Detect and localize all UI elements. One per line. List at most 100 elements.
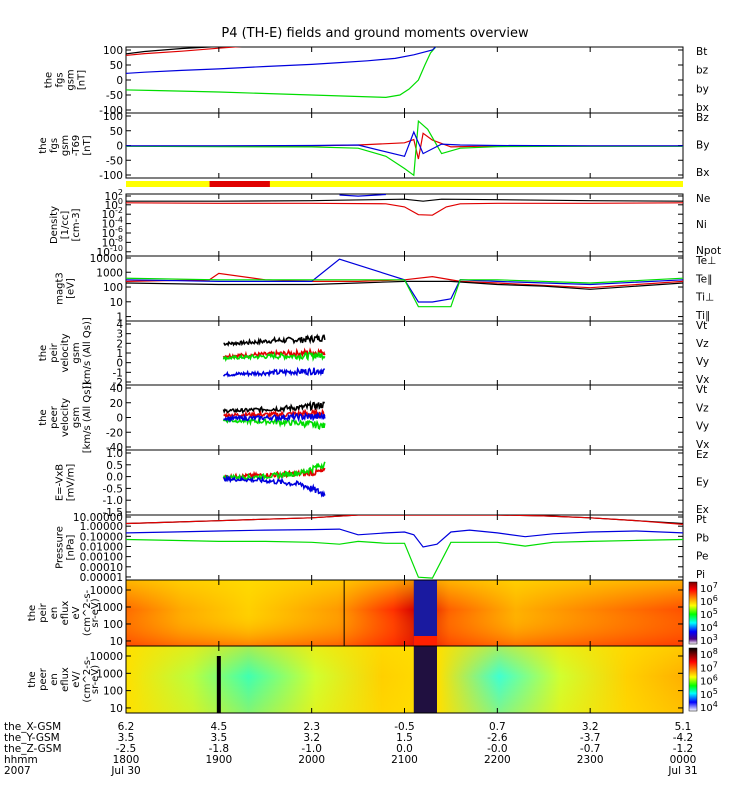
y-axis-label: eV/ — [71, 671, 82, 688]
series-group — [126, 515, 683, 579]
colorbar — [688, 647, 698, 712]
series-line-Npot — [339, 194, 386, 197]
y-axis-label: the — [27, 671, 38, 687]
series-line-Ti⊥ — [126, 258, 683, 303]
legend-entry: Pe — [696, 551, 708, 563]
y-tick-label: 100 — [103, 619, 123, 631]
series-line-Vt — [223, 333, 326, 347]
x-axis-value: 0.0 — [396, 743, 413, 755]
y-axis-label: eV — [71, 606, 82, 619]
y-axis-label: the — [38, 409, 49, 425]
legend-entry: Pb — [696, 532, 709, 544]
panel-1 — [125, 46, 684, 114]
x-axis-value: 4.5 — [210, 721, 227, 733]
y-axis-label: Density — [49, 206, 60, 244]
colorbar — [688, 581, 698, 645]
y-axis-label: -T69 — [71, 135, 82, 157]
y-axis-label: (cm^2-s- — [82, 589, 93, 636]
y-axis-label: the — [44, 72, 55, 88]
panel-7 — [125, 449, 684, 516]
y-axis-label: [1/cc] — [60, 211, 71, 240]
y-tick-label: 0.0 — [106, 472, 123, 484]
y-tick-label: 0.00100 — [80, 552, 123, 564]
spectrogram-gap — [413, 646, 437, 713]
legend-entry: Ex — [696, 504, 709, 516]
y-tick-label: -1.5 — [103, 507, 124, 519]
legend-entry: Ez — [696, 449, 709, 461]
series-line-Vy — [222, 417, 326, 430]
x-axis-value: 3.5 — [118, 732, 135, 744]
y-tick-label: 50 — [110, 126, 123, 138]
y-tick-label: 0.00001 — [80, 572, 123, 584]
y-tick-label: 10.00000 — [73, 512, 123, 524]
spectrogram-shading — [126, 580, 683, 646]
x-axis-value: 2300 — [577, 754, 604, 766]
spectrogram-dropout — [216, 656, 221, 713]
y-axis-label: en — [49, 607, 60, 620]
x-axis-value: 2100 — [391, 754, 418, 766]
series-line-Ti∥ — [126, 277, 683, 308]
y-axis-label: gsm — [71, 342, 82, 363]
y-tick-label: 0 — [116, 413, 123, 425]
y-axis-label: [nT] — [82, 135, 93, 155]
y-axis-label: [cm-3] — [71, 208, 82, 241]
legend-entry: Te⊥ — [695, 255, 716, 267]
legend-entry: Vx — [696, 439, 709, 451]
x-axis-value: 3.5 — [210, 732, 227, 744]
y-axis-label: en — [49, 673, 60, 686]
legend-entry: By — [696, 140, 709, 152]
colorbar-tick-label: 107 — [700, 660, 718, 674]
y-axis-label: [km/s (All Qs)] — [82, 317, 93, 389]
x-axis-value: 3.2 — [582, 721, 599, 733]
series-line-bz — [126, 47, 243, 56]
legend-entry: Bt — [696, 46, 707, 58]
y-tick-label: 40 — [110, 383, 123, 395]
y-tick-label: 100 — [103, 282, 123, 294]
series-line-Bx — [126, 130, 683, 158]
x-axis-value: -4.2 — [673, 732, 694, 744]
y-axis-label: sr-eV) — [90, 598, 101, 627]
status-bar-segment — [209, 181, 270, 187]
y-tick-label: -1 — [113, 367, 123, 379]
panel-frame — [125, 449, 684, 516]
y-axis-label: gsm — [71, 407, 82, 428]
colorbar-tick-label: 106 — [700, 594, 718, 608]
x-axis-value: -3.7 — [580, 732, 601, 744]
legend-entry: Vx — [696, 374, 709, 386]
series-line-Bt — [126, 47, 221, 55]
y-tick-label: 0 — [116, 358, 123, 370]
chart-title: P4 (TH-E) fields and ground moments over… — [221, 26, 529, 41]
panel-8 — [125, 514, 684, 581]
series-group — [126, 47, 437, 99]
panel-4 — [125, 255, 684, 322]
x-axis-value: 2000 — [298, 754, 325, 766]
panel-10 — [125, 645, 698, 714]
series-group — [126, 119, 683, 177]
y-axis-label: peer — [38, 667, 49, 691]
series-line-Te∥ — [126, 280, 683, 290]
series-line-by — [126, 47, 437, 99]
y-axis-label: velocity — [60, 398, 71, 437]
legend-entry: Npot — [696, 245, 721, 257]
series-line-Ey — [222, 461, 326, 481]
legend-entry: Vt — [696, 320, 707, 332]
x-axis-value: -2.6 — [487, 732, 508, 744]
panel-frame — [125, 514, 684, 581]
panel-6 — [125, 384, 684, 451]
y-axis-label: [km/s (All Qs)] — [82, 382, 93, 454]
y-tick-label: 1 — [116, 312, 123, 324]
panel-frame — [125, 384, 684, 451]
y-axis-label: peir — [38, 602, 49, 622]
x-axis-row-label: 2007 — [4, 765, 31, 777]
legend-entry: Vz — [696, 338, 709, 350]
y-tick-label: 3 — [116, 329, 123, 341]
colorbar-tick-label: 106 — [700, 674, 718, 688]
series-line-By — [126, 119, 683, 177]
y-axis-label: fgs — [55, 72, 66, 87]
series-line-Pe — [126, 538, 683, 579]
series-group — [222, 461, 326, 498]
x-axis-value: -0.0 — [487, 743, 508, 755]
series-line-Vx — [223, 411, 326, 423]
y-axis-label: Pressure — [55, 526, 66, 569]
